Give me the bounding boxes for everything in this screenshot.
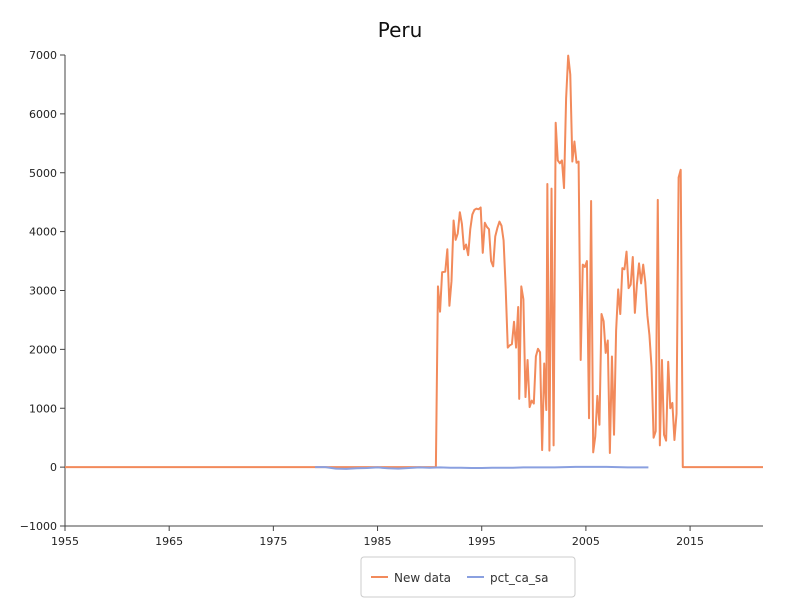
- series-line-new-data: [65, 54, 763, 469]
- x-tick-label: 1985: [364, 535, 392, 548]
- y-tick-label: 2000: [29, 343, 57, 356]
- x-tick-label: 2015: [676, 535, 704, 548]
- legend-label-pct-ca-sa: pct_ca_sa: [490, 571, 548, 585]
- y-tick-label: −1000: [20, 520, 57, 533]
- chart-title: Peru: [378, 18, 423, 42]
- legend-label-new-data: New data: [394, 571, 451, 585]
- y-tick-label: 3000: [29, 285, 57, 298]
- legend: New data pct_ca_sa: [360, 556, 576, 598]
- axes: −1000 0 1000 2000 3000 4000 5000 6000 7000 1955 19…: [20, 49, 763, 548]
- y-tick-label: 7000: [29, 49, 57, 62]
- x-tick-label: 1955: [51, 535, 79, 548]
- y-tick-label: 5000: [29, 167, 57, 180]
- x-tick-label: 1995: [468, 535, 496, 548]
- x-tick-label: 2005: [572, 535, 600, 548]
- y-tick-label: 1000: [29, 402, 57, 415]
- series-layer: [65, 54, 763, 470]
- y-tick-label: 6000: [29, 108, 57, 121]
- x-tick-label: 1965: [155, 535, 183, 548]
- series-line-pct-ca-sa: [315, 465, 649, 470]
- y-tick-label: 4000: [29, 226, 57, 239]
- y-tick-label: 0: [50, 461, 57, 474]
- x-tick-label: 1975: [259, 535, 287, 548]
